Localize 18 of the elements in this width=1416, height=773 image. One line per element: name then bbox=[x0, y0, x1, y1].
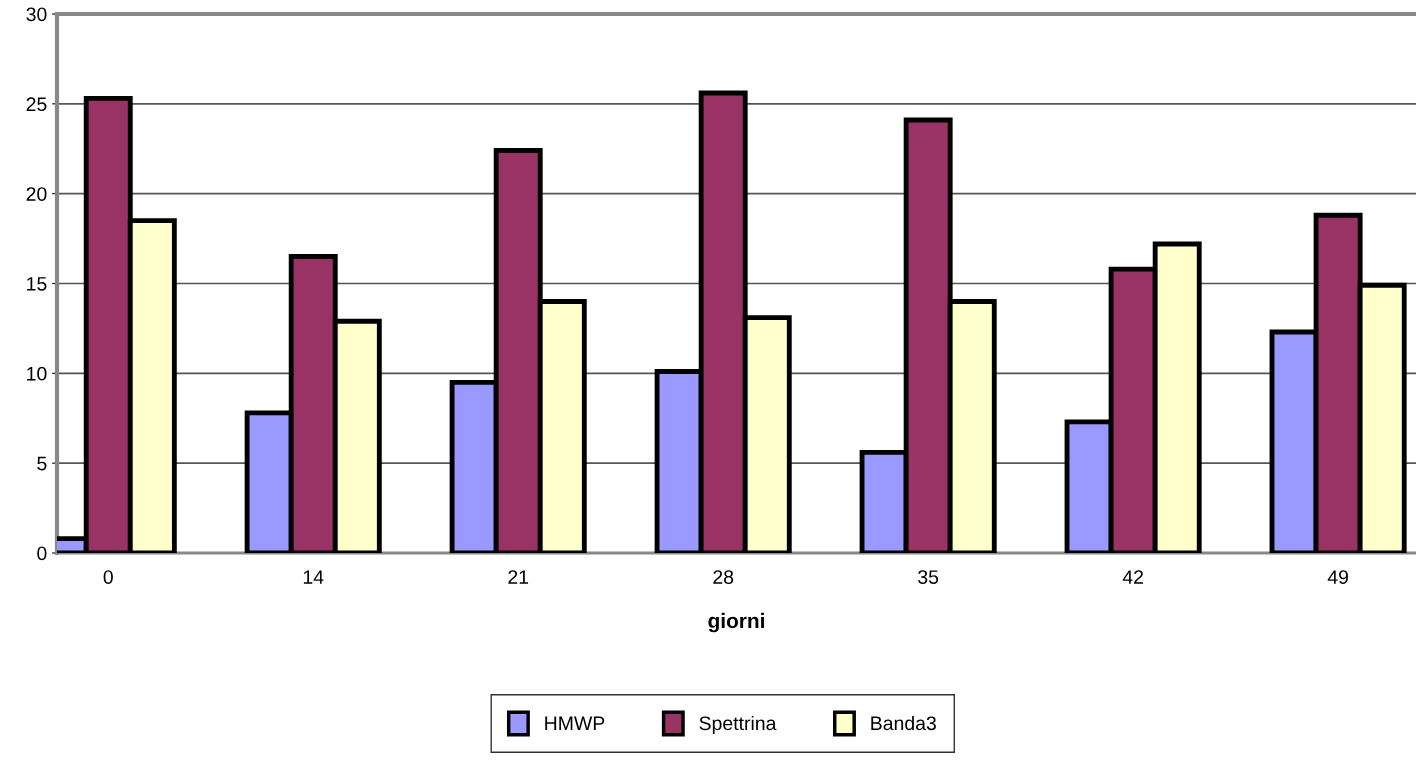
x-axis-title: giorni bbox=[708, 612, 764, 633]
x-tick-label: 35 bbox=[918, 570, 939, 584]
x-tick-label: 0 bbox=[103, 570, 113, 584]
y-tick-label: 0 bbox=[37, 546, 47, 561]
legend-label: HMWP bbox=[545, 716, 605, 730]
x-tick-label: 21 bbox=[508, 570, 529, 584]
legend-label: Banda3 bbox=[871, 715, 936, 731]
y-tick-label: 25 bbox=[26, 97, 47, 112]
y-tick-label: 5 bbox=[37, 456, 47, 471]
x-tick-label: 14 bbox=[303, 570, 324, 584]
legend-label: Spettrina bbox=[699, 715, 777, 735]
x-tick-label: 28 bbox=[713, 570, 734, 584]
x-tick-label: 49 bbox=[1327, 570, 1348, 584]
y-tick-label: 10 bbox=[27, 366, 47, 381]
y-tick-label: 30 bbox=[26, 7, 47, 22]
y-tick-label: 15 bbox=[27, 277, 47, 291]
x-tick-label: 42 bbox=[1122, 570, 1143, 584]
y-tick-label: 20 bbox=[26, 187, 47, 201]
